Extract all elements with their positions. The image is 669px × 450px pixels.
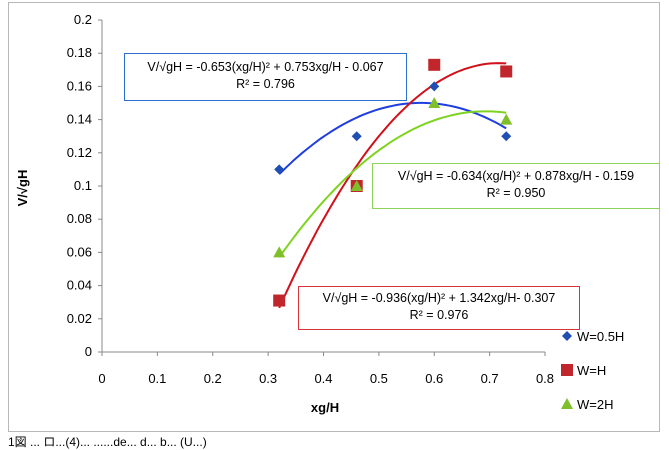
x-tick-label: 0.3 <box>259 371 277 386</box>
y-tick-label: 0.06 <box>67 244 92 259</box>
data-point-diamond <box>429 81 440 92</box>
x-tick-label: 0.1 <box>148 371 166 386</box>
equation-label: V/√gH = -0.936(xg/H)² + 1.342xg/H- 0.307 <box>322 291 556 305</box>
y-tick-label: 0.18 <box>67 45 92 60</box>
legend-marker-square <box>561 364 573 376</box>
legend-marker-diamond <box>562 331 572 341</box>
equation-box-w2h: V/√gH = -0.634(xg/H)² + 0.878xg/H - 0.15… <box>372 163 660 209</box>
legend-marker-triangle <box>561 398 573 409</box>
legend-label: W=H <box>577 363 606 378</box>
figure-caption: 1図 ... ロ...(4)... ......de... d... b... … <box>8 435 207 449</box>
trendlines <box>278 62 507 309</box>
data-point-triangle <box>350 180 363 191</box>
y-tick-label: 0.2 <box>74 12 92 27</box>
equation-label: V/√gH = -0.634(xg/H)² + 0.878xg/H - 0.15… <box>397 169 635 183</box>
y-tick-label: 0.12 <box>67 145 92 160</box>
y-tick-label: 0.02 <box>67 311 92 326</box>
data-point-triangle <box>500 113 513 125</box>
equation-box-w05h: V/√gH = -0.653(xg/H)² + 0.753xg/H - 0.06… <box>124 53 407 101</box>
x-tick-label: 0.2 <box>204 371 222 386</box>
trendline-w05h <box>278 101 507 175</box>
y-tick-label: 0.08 <box>67 211 92 226</box>
y-axis-title: V/√gH <box>15 170 30 207</box>
data-point-diamond <box>274 164 285 175</box>
r2-label: R² = 0.950 <box>486 186 546 200</box>
y-tick-label: 0.14 <box>67 112 92 127</box>
y-tick-label: 0.16 <box>67 78 92 93</box>
legend: W=0.5H W=H W=2H <box>561 329 624 412</box>
data-point-square <box>500 65 513 78</box>
legend-label: W=2H <box>577 397 613 412</box>
axes: 0 0.02 0.04 0.06 0.08 0.1 0.12 0.14 0.16 0.18 0.2 0… <box>67 12 554 386</box>
trendline-w2h <box>278 110 507 258</box>
data-point-square <box>273 294 286 307</box>
data-point-triangle <box>273 246 286 258</box>
r2-label: R² = 0.796 <box>236 77 295 91</box>
y-tick-label: 0.1 <box>74 178 92 193</box>
data-point-triangle <box>428 97 441 108</box>
data-point-diamond <box>351 131 362 142</box>
x-tick-label: 0 <box>98 371 105 386</box>
x-tick-label: 0.5 <box>370 371 388 386</box>
x-tick-label: 0.4 <box>314 371 332 386</box>
data-points <box>273 58 513 307</box>
x-tick-label: 0.7 <box>481 371 499 386</box>
y-tick-label: 0.04 <box>67 278 92 293</box>
equation-box-wh: V/√gH = -0.936(xg/H)² + 1.342xg/H- 0.307… <box>298 286 580 330</box>
x-tick-label: 0.8 <box>536 371 554 386</box>
equation-label: V/√gH = -0.653(xg/H)² + 0.753xg/H - 0.06… <box>147 60 384 74</box>
data-point-diamond <box>501 131 512 142</box>
r2-label: R² = 0.976 <box>409 308 469 322</box>
chart-frame <box>8 2 660 432</box>
y-tick-label: 0 <box>85 344 92 359</box>
x-tick-label: 0.6 <box>425 371 443 386</box>
x-axis-title: xg/H <box>311 400 339 415</box>
data-point-square <box>428 58 441 71</box>
legend-label: W=0.5H <box>577 329 624 344</box>
trendline-wh <box>278 62 507 309</box>
